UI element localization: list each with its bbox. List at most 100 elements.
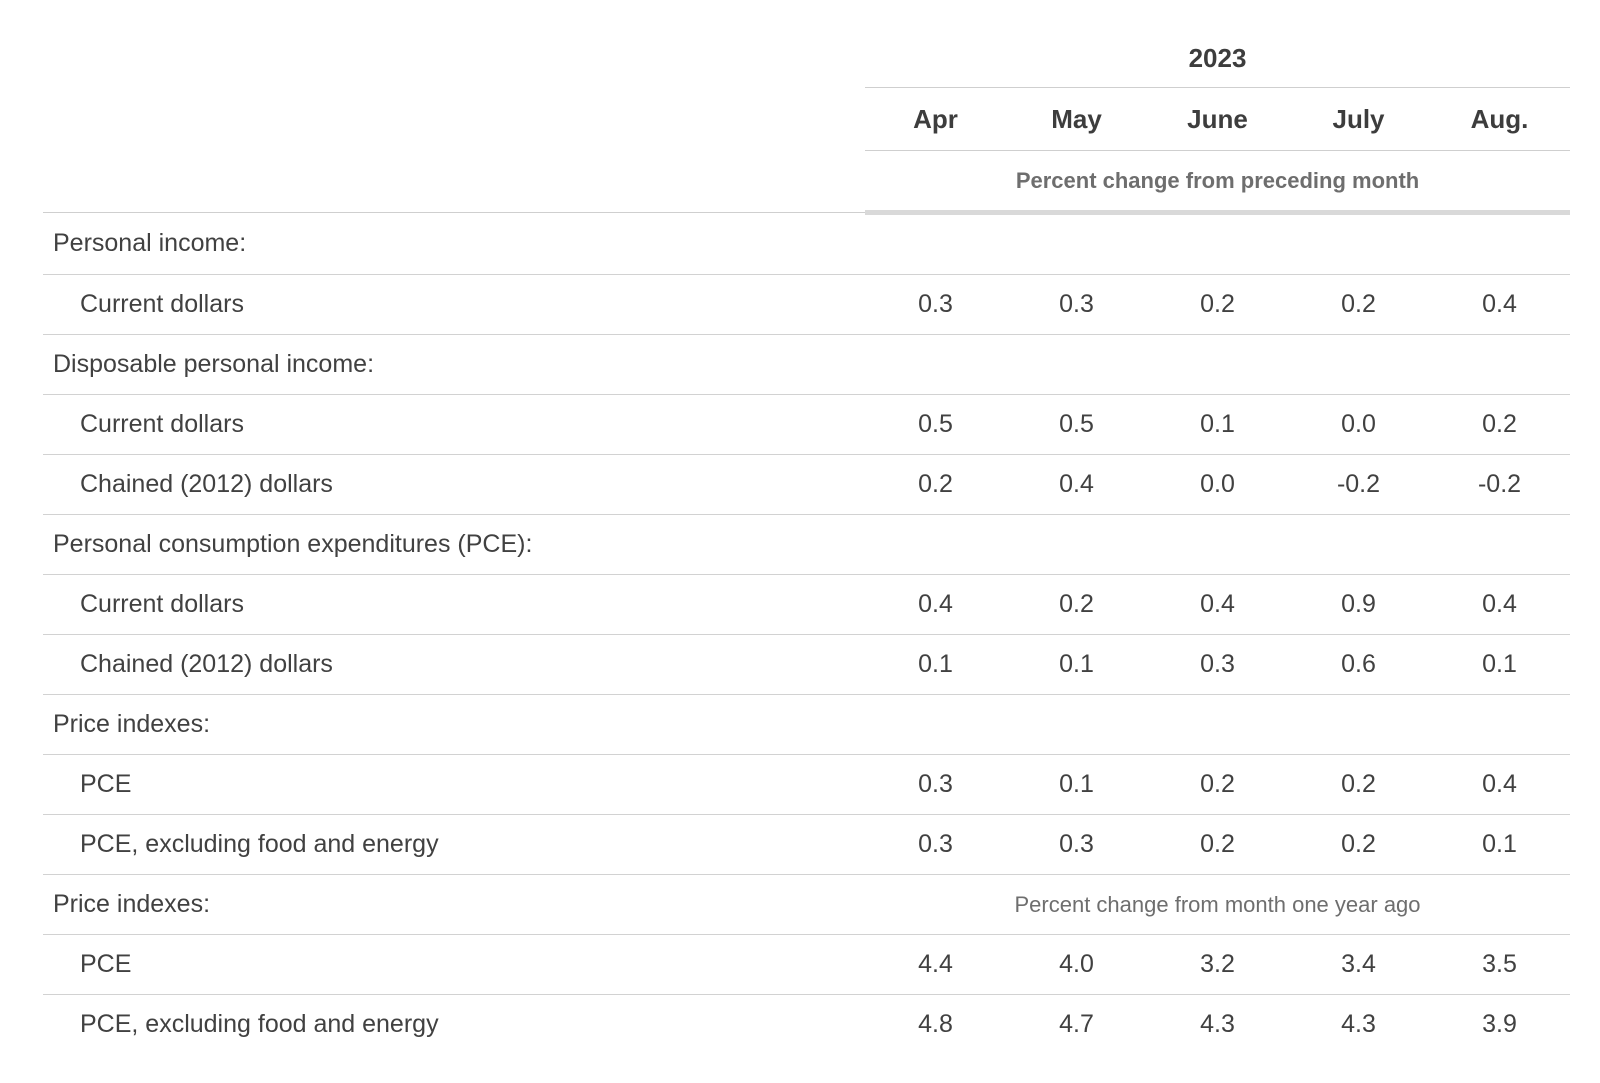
value-cell <box>1147 694 1288 755</box>
value-cell: 0.3 <box>865 814 1006 875</box>
value-cell: 0.2 <box>865 454 1006 515</box>
value-cell: 0.3 <box>865 274 1006 335</box>
month-header-may: May <box>1006 87 1147 151</box>
table-row: Personal income: <box>43 212 1571 275</box>
table-row: Current dollars 0.4 0.2 0.4 0.9 0.4 <box>43 574 1571 635</box>
table-row: Price indexes: Percent change from month … <box>43 874 1571 935</box>
value-cell <box>1429 212 1571 275</box>
value-cell: 0.4 <box>1006 454 1147 515</box>
year-header: 2023 <box>865 30 1571 88</box>
table-row: Personal consumption expenditures (PCE): <box>43 514 1571 575</box>
value-cell <box>1006 694 1147 755</box>
value-cell: 0.2 <box>1288 754 1429 815</box>
value-cell: 0.0 <box>1288 394 1429 455</box>
value-cell <box>1147 514 1288 575</box>
month-header-july: July <box>1288 87 1429 151</box>
value-cell <box>1147 334 1288 395</box>
table-row: Current dollars 0.3 0.3 0.2 0.2 0.4 <box>43 274 1571 335</box>
value-cell: 4.8 <box>865 994 1006 1054</box>
value-cell: 0.5 <box>1006 394 1147 455</box>
value-cell: 0.1 <box>1429 634 1571 695</box>
value-cell <box>865 514 1006 575</box>
table-row: Disposable personal income: <box>43 334 1571 395</box>
value-cell <box>1006 212 1147 275</box>
value-cell: 0.9 <box>1288 574 1429 635</box>
personal-income-outlays-table: 2023 Apr May June July Aug. Percent change f… <box>43 30 1571 1054</box>
value-cell: 0.1 <box>1006 634 1147 695</box>
year-header-row: 2023 <box>43 30 1571 88</box>
value-cell: 0.4 <box>1429 754 1571 815</box>
row-label: PCE <box>43 754 865 815</box>
row-label: Current dollars <box>43 574 865 635</box>
value-cell: -0.2 <box>1429 454 1571 515</box>
row-label: Chained (2012) dollars <box>43 634 865 695</box>
value-cell: 0.5 <box>865 394 1006 455</box>
row-label: PCE, excluding food and energy <box>43 814 865 875</box>
value-cell <box>1429 694 1571 755</box>
value-cell <box>1006 514 1147 575</box>
value-cell: 0.3 <box>865 754 1006 815</box>
value-cell: 4.3 <box>1288 994 1429 1054</box>
year-row-spacer <box>43 30 865 88</box>
month-header-row: Apr May June July Aug. <box>43 87 1571 151</box>
value-cell: 3.9 <box>1429 994 1571 1054</box>
value-cell: 4.4 <box>865 934 1006 995</box>
value-cell: 3.4 <box>1288 934 1429 995</box>
table-container: 2023 Apr May June July Aug. Percent change f… <box>43 30 1571 1054</box>
month-header-aug: Aug. <box>1429 87 1571 151</box>
value-cell: 0.2 <box>1147 814 1288 875</box>
value-cell: 0.2 <box>1288 814 1429 875</box>
value-cell <box>1288 212 1429 275</box>
value-cell: 0.4 <box>1429 274 1571 335</box>
value-cell <box>1429 514 1571 575</box>
value-cell: 0.2 <box>1006 574 1147 635</box>
value-cell <box>1288 514 1429 575</box>
section-label: Personal income: <box>43 212 865 275</box>
value-cell: 0.0 <box>1147 454 1288 515</box>
section-label: Disposable personal income: <box>43 334 865 395</box>
value-cell: 0.4 <box>1429 574 1571 635</box>
section-label: Personal consumption expenditures (PCE): <box>43 514 865 575</box>
value-cell <box>1147 212 1288 275</box>
value-cell <box>865 212 1006 275</box>
value-cell: 4.7 <box>1006 994 1147 1054</box>
units-row-spacer <box>43 150 865 213</box>
value-cell: -0.2 <box>1288 454 1429 515</box>
value-cell: 0.4 <box>1147 574 1288 635</box>
value-cell: 0.2 <box>1147 274 1288 335</box>
value-cell: 0.2 <box>1429 394 1571 455</box>
row-label: Current dollars <box>43 394 865 455</box>
value-cell <box>1288 334 1429 395</box>
row-label: PCE, excluding food and energy <box>43 994 865 1054</box>
value-cell <box>865 334 1006 395</box>
units-header-row: Percent change from preceding month <box>43 150 1571 215</box>
value-cell: 0.2 <box>1288 274 1429 335</box>
value-cell <box>1429 334 1571 395</box>
units-subtitle-year-ago: Percent change from month one year ago <box>865 874 1571 935</box>
value-cell: 4.0 <box>1006 934 1147 995</box>
table-row: PCE, excluding food and energy 4.8 4.7 4.3 4… <box>43 994 1571 1054</box>
row-label: Current dollars <box>43 274 865 335</box>
table-row: PCE 0.3 0.1 0.2 0.2 0.4 <box>43 754 1571 815</box>
value-cell: 4.3 <box>1147 994 1288 1054</box>
month-row-spacer <box>43 88 865 151</box>
section-label: Price indexes: <box>43 694 865 755</box>
table-row: PCE, excluding food and energy 0.3 0.3 0.2 0… <box>43 814 1571 875</box>
table-row: Price indexes: <box>43 694 1571 755</box>
value-cell: 3.5 <box>1429 934 1571 995</box>
value-cell: 0.1 <box>1147 394 1288 455</box>
row-label: Chained (2012) dollars <box>43 454 865 515</box>
value-cell: 0.3 <box>1147 634 1288 695</box>
value-cell: 3.2 <box>1147 934 1288 995</box>
table-row: Current dollars 0.5 0.5 0.1 0.0 0.2 <box>43 394 1571 455</box>
table-row: PCE 4.4 4.0 3.2 3.4 3.5 <box>43 934 1571 995</box>
section-label: Price indexes: <box>43 874 865 935</box>
value-cell: 0.3 <box>1006 274 1147 335</box>
table-row: Chained (2012) dollars 0.1 0.1 0.3 0.6 0.1 <box>43 634 1571 695</box>
value-cell <box>865 694 1006 755</box>
value-cell: 0.3 <box>1006 814 1147 875</box>
value-cell: 0.2 <box>1147 754 1288 815</box>
row-label: PCE <box>43 934 865 995</box>
value-cell <box>1288 694 1429 755</box>
